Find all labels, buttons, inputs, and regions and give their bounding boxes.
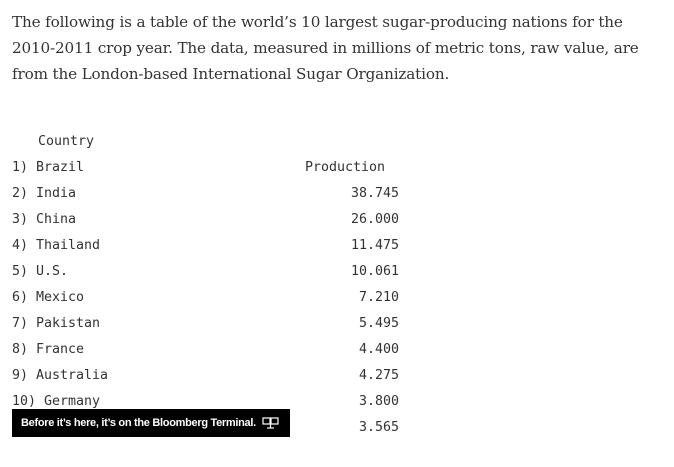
- table-row: 9) Australia 3.800: [12, 337, 399, 409]
- row-production: 3.565: [359, 420, 400, 435]
- row-production: 11.475: [350, 238, 400, 253]
- row-country: 10) Germany: [12, 394, 101, 409]
- row-production: 4.400: [359, 342, 400, 357]
- row-production: 3.800: [359, 394, 400, 409]
- header-production: Production: [305, 160, 386, 175]
- row-country: 4) Thailand: [12, 238, 101, 253]
- row-country: 6) Mexico: [12, 290, 85, 305]
- row-production: 4.275: [359, 368, 400, 383]
- table-row: 7) Pakistan 4.400: [12, 285, 399, 357]
- table-row: 6) Mexico 5.495: [12, 259, 399, 331]
- table-header-row: Country Production: [12, 103, 385, 175]
- row-production: 38.745: [350, 186, 400, 201]
- row-production: 26.000: [350, 212, 400, 227]
- row-production: 10.061: [350, 264, 400, 279]
- row-production: 5.495: [359, 316, 400, 331]
- row-country: 7) Pakistan: [12, 316, 101, 331]
- row-country: 5) U.S.: [12, 264, 69, 279]
- bloomberg-terminal-banner[interactable]: Before it’s here, it’s on the Bloomberg …: [12, 409, 290, 437]
- table-row: 8) France 4.275: [12, 311, 399, 383]
- intro-paragraph: The following is a table of the world’s …: [12, 13, 639, 83]
- table-row: 2) India 26.000: [12, 155, 399, 227]
- table-row: 10) Germany 3.565: [12, 363, 399, 435]
- terminal-icon: [262, 417, 279, 429]
- row-production: 7.210: [359, 290, 400, 305]
- production-table: Country Production 1) Brazil 38.745 2) I…: [12, 103, 399, 435]
- banner-text: Before it’s here, it’s on the Bloomberg …: [21, 417, 256, 429]
- table-row: 4) Thailand 10.061: [12, 207, 399, 279]
- row-country: 3) China: [12, 212, 77, 227]
- row-country: 8) France: [12, 342, 85, 357]
- table-row: 3) China 11.475: [12, 181, 399, 253]
- table-row: 1) Brazil 38.745: [12, 129, 399, 201]
- row-country: 1) Brazil: [12, 160, 85, 175]
- header-country: Country: [38, 134, 95, 149]
- row-country: 2) India: [12, 186, 77, 201]
- table-row: 5) U.S. 7.210: [12, 233, 399, 305]
- row-country: 9) Australia: [12, 368, 109, 383]
